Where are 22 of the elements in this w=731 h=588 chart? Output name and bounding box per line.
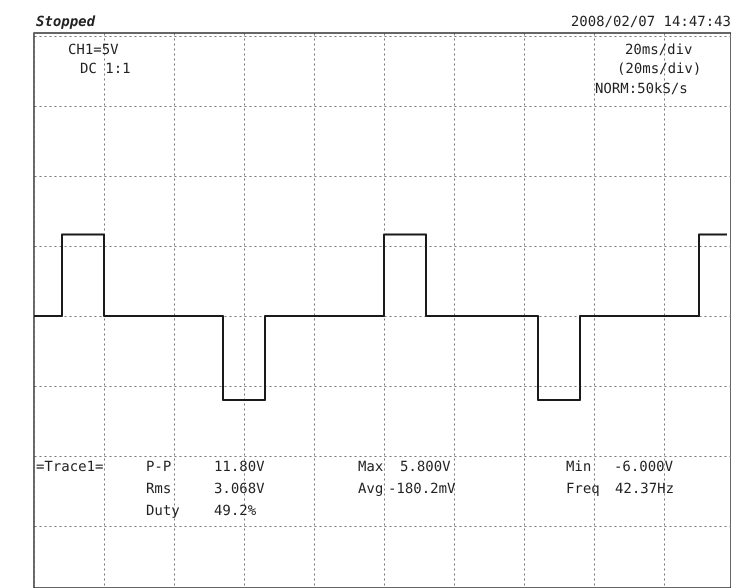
text: Avg (358, 481, 384, 497)
text: 42.37Hz (615, 481, 674, 497)
text: 49.2% (214, 503, 257, 519)
text: Freq (566, 481, 600, 497)
text: -180.2mV (388, 481, 456, 497)
text: (20ms/div) (617, 61, 702, 77)
text: -6.000V (614, 459, 674, 475)
text: Max (358, 459, 384, 475)
text: CH1=5V (68, 42, 120, 58)
text: =Trace1= (36, 459, 104, 475)
text: Rms (146, 481, 172, 497)
text: Stopped (36, 14, 96, 30)
text: 3.068V (214, 481, 266, 497)
text: DC 1:1 (80, 61, 131, 77)
text: 20ms/div (625, 42, 692, 58)
text: Duty (146, 503, 180, 519)
text: NORM:50kS/s (595, 81, 688, 97)
text: 2008/02/07 14:47:43 (570, 14, 731, 30)
text: Min (566, 459, 592, 475)
text: P-P (146, 459, 172, 475)
text: 11.80V (214, 459, 266, 475)
text: 5.800V (400, 459, 452, 475)
